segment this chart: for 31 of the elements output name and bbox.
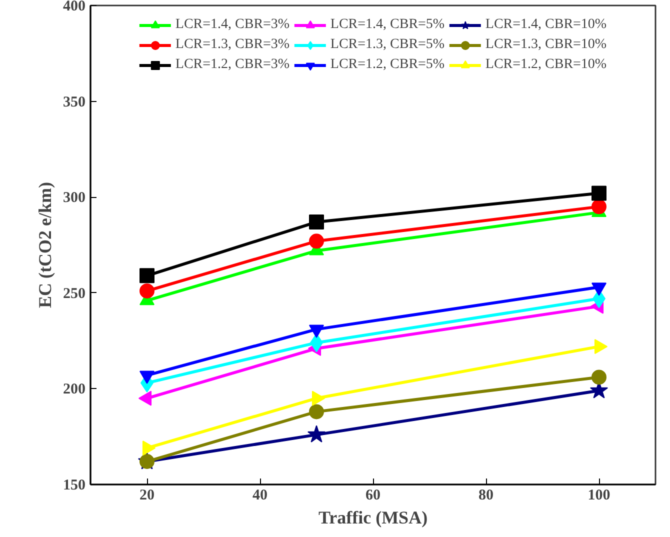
point (140, 284, 154, 298)
legend-label: LCR=1.3, CBR=3% (175, 37, 291, 53)
legend-label: LCR=1.2, CBR=5% (330, 57, 446, 73)
point (309, 234, 324, 249)
x-tick-label: 100 (588, 488, 610, 504)
y-tick-label: 150 (63, 478, 86, 494)
y-tick-label: 350 (63, 94, 86, 110)
y-tick-label: 200 (63, 382, 86, 398)
legend-label: LCR=1.2, CBR=10% (485, 57, 607, 73)
y-tick-label: 300 (63, 190, 86, 206)
point (307, 425, 326, 442)
point (592, 186, 606, 201)
legend-label: LCR=1.2, CBR=3% (175, 57, 291, 73)
legend-label: LCR=1.3, CBR=10% (485, 37, 607, 53)
point (309, 404, 324, 420)
x-tick-label: 80 (478, 488, 494, 504)
x-tick-label: 60 (366, 488, 380, 504)
legend-label: LCR=1.4, CBR=3% (175, 17, 291, 33)
legend-label: LCR=1.3, CBR=5% (330, 37, 446, 53)
point (592, 370, 606, 385)
x-axis-title: Traffic (MSA) (318, 508, 428, 528)
y-tick-label: 250 (63, 286, 86, 302)
x-tick-label: 40 (252, 488, 268, 504)
legend-label: LCR=1.4, CBR=5% (330, 17, 446, 33)
point (592, 199, 606, 214)
x-tick-label: 20 (140, 488, 154, 504)
y-tick-label: 400 (63, 0, 86, 14)
point (309, 214, 324, 230)
legend-label: LCR=1.4, CBR=10% (485, 17, 607, 33)
y-axis-title: EC (tCO2 e/km) (35, 182, 55, 308)
point (140, 268, 154, 284)
